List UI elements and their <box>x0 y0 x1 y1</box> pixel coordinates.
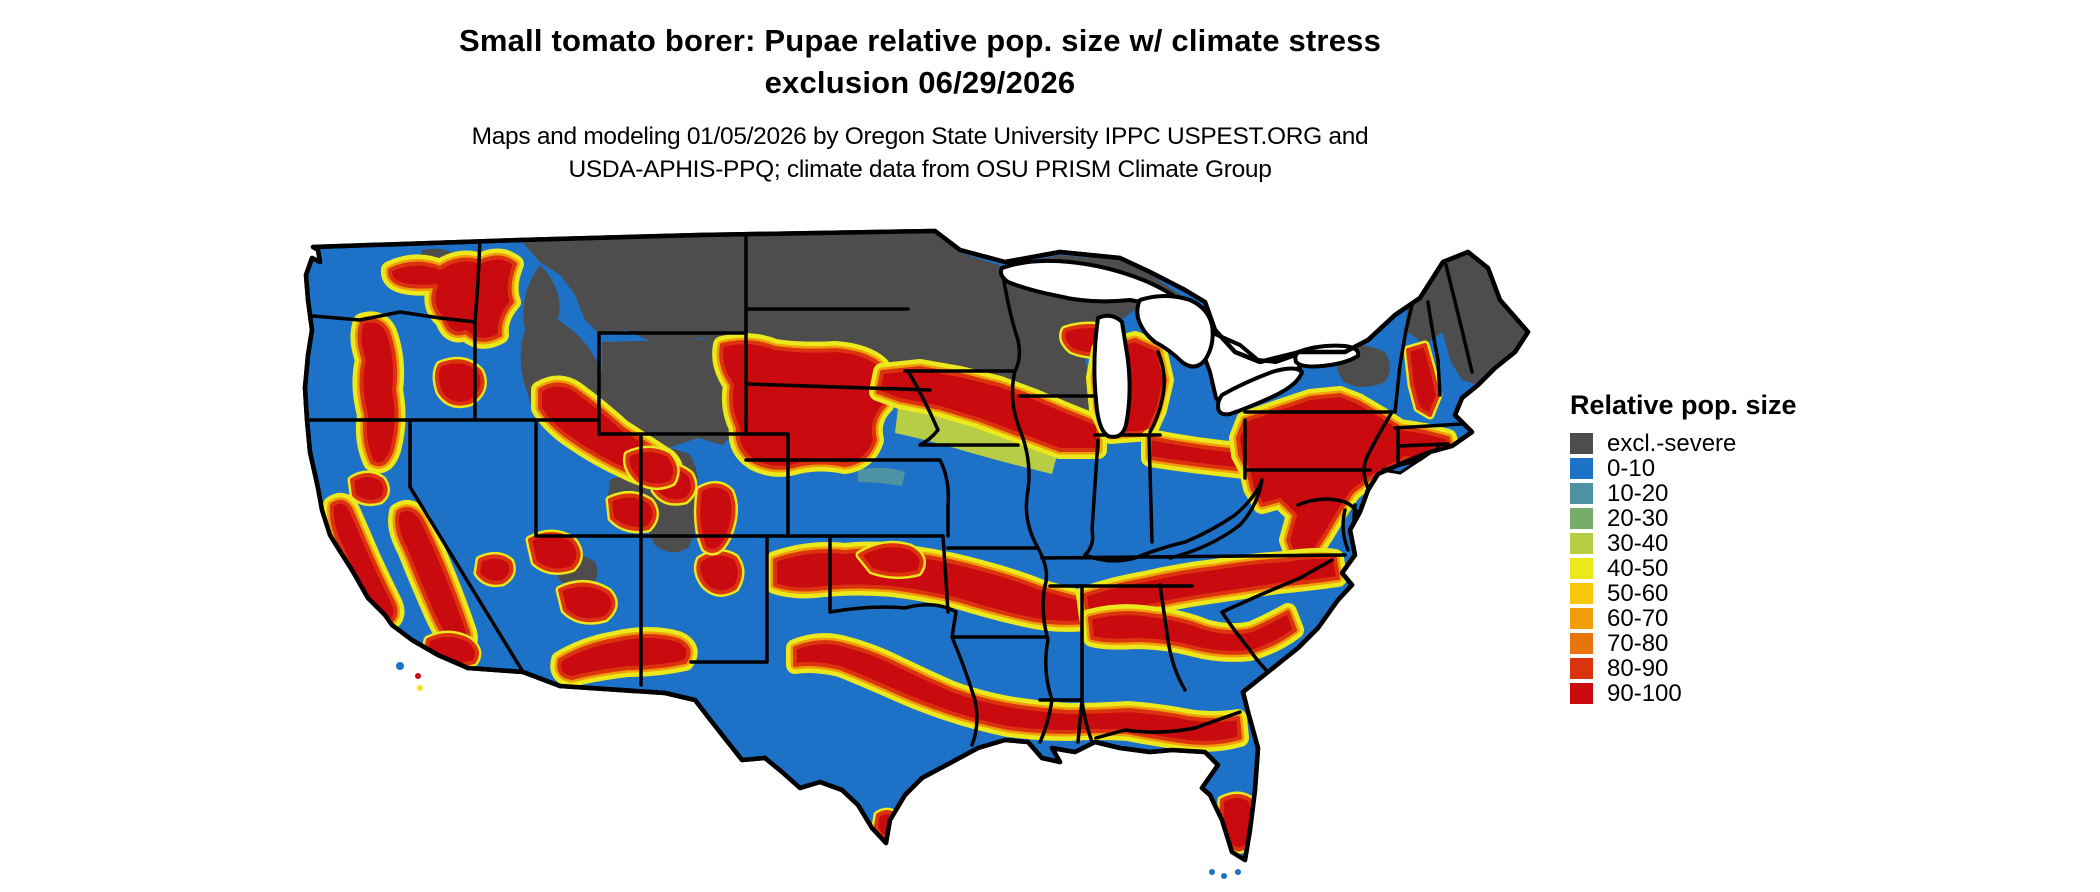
channel-island-1 <box>396 662 404 670</box>
legend-item-90-100: 90-100 <box>1570 680 1797 707</box>
band-nevada-3 <box>608 493 657 531</box>
band-nevada-1 <box>528 532 581 573</box>
band-tennessee-virginia <box>1083 554 1340 620</box>
channel-island-3 <box>417 685 423 691</box>
band-gulf-coast <box>793 640 1242 745</box>
legend-item-60-70: 60-70 <box>1570 605 1797 632</box>
legend-label: excl.-severe <box>1607 430 1737 457</box>
legend-swatch <box>1570 483 1593 504</box>
great-lakes <box>998 258 1361 439</box>
gray-wyoming <box>602 338 742 448</box>
legend-swatch <box>1570 508 1593 529</box>
florida-key-2 <box>1221 873 1227 879</box>
legend-label: 0-10 <box>1607 455 1656 482</box>
legend-title: Relative pop. size <box>1570 390 1797 420</box>
legend-label: 50-60 <box>1607 580 1669 607</box>
florida-key-1 <box>1209 869 1215 875</box>
legend-label: 30-40 <box>1607 530 1669 557</box>
legend-item-excl-severe: excl.-severe <box>1570 430 1797 457</box>
map-subtitle-line1: Maps and modeling 01/05/2026 by Oregon S… <box>471 123 1369 150</box>
channel-island-2 <box>415 673 421 679</box>
band-new-mexico <box>696 551 742 595</box>
gray-maine <box>1438 252 1528 385</box>
legend-swatch <box>1570 458 1593 479</box>
legend-swatch <box>1570 658 1593 679</box>
legend-item-20-30: 20-30 <box>1570 505 1797 532</box>
florida-key-3 <box>1235 869 1241 875</box>
band-new-england-valleys <box>1406 343 1440 417</box>
legend: Relative pop. size excl.-severe 0-10 10-… <box>1570 390 1797 708</box>
nebraska-transition <box>858 467 905 486</box>
legend-label: 20-30 <box>1607 505 1669 532</box>
legend-label: 80-90 <box>1607 655 1669 682</box>
map-title-line2: exclusion 06/29/2026 <box>764 65 1076 100</box>
legend-item-30-40: 30-40 <box>1570 530 1797 557</box>
map-subtitle-line2: USDA-APHIS-PPQ; climate data from OSU PR… <box>568 156 1272 183</box>
band-mogollon-rim <box>557 634 691 680</box>
band-california-coast-range <box>329 499 398 624</box>
legend-item-80-90: 80-90 <box>1570 655 1797 682</box>
legend-swatch <box>1570 583 1593 604</box>
band-oregon-cascades <box>357 318 399 467</box>
legend-label: 60-70 <box>1607 605 1669 632</box>
band-nevada-west <box>476 554 514 585</box>
legend-label: 40-50 <box>1607 555 1669 582</box>
legend-swatch <box>1570 433 1593 454</box>
legend-swatch <box>1570 558 1593 579</box>
map-subtitle: Maps and modeling 01/05/2026 by Oregon S… <box>0 120 1840 186</box>
band-shasta <box>350 473 388 504</box>
band-northern-plains <box>719 340 891 470</box>
band-blue-mountains <box>435 359 485 406</box>
band-kansas-missouri <box>858 543 924 577</box>
legend-item-70-80: 70-80 <box>1570 630 1797 657</box>
gray-white-mountains <box>1405 265 1445 345</box>
state-borders <box>305 233 1474 747</box>
legend-item-10-20: 10-20 <box>1570 480 1797 507</box>
legend-swatch <box>1570 683 1593 704</box>
legend-swatch <box>1570 608 1593 629</box>
header: Small tomato borer: Pupae relative pop. … <box>0 20 1840 186</box>
legend-label: 70-80 <box>1607 630 1669 657</box>
legend-label: 90-100 <box>1607 680 1682 707</box>
map-title-line1: Small tomato borer: Pupae relative pop. … <box>458 23 1382 58</box>
legend-item-50-60: 50-60 <box>1570 580 1797 607</box>
legend-label: 10-20 <box>1607 480 1669 507</box>
lake-huron <box>1135 294 1215 369</box>
lake-erie <box>1216 366 1304 417</box>
legend-item-0-10: 0-10 <box>1570 455 1797 482</box>
lake-michigan <box>1092 313 1132 439</box>
band-nevada-2 <box>558 582 616 623</box>
band-washington-columbia <box>387 255 517 342</box>
legend-item-40-50: 40-50 <box>1570 555 1797 582</box>
legend-swatch <box>1570 633 1593 654</box>
legend-swatch <box>1570 533 1593 554</box>
